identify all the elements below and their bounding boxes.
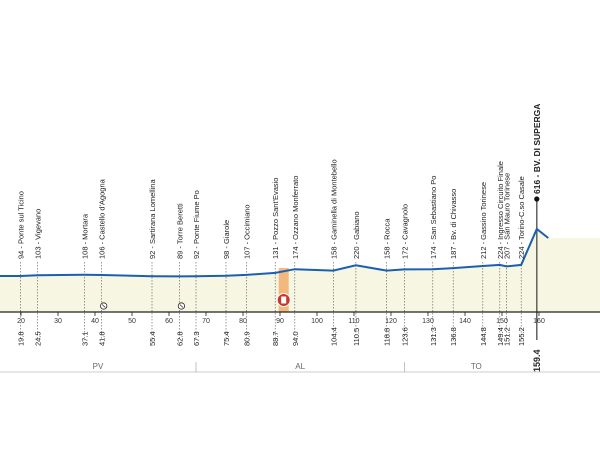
level-crossing-icon (100, 302, 108, 310)
place-label: 94 - Ponte sul Ticino (16, 191, 25, 259)
x-tick-label: 30 (54, 318, 62, 325)
place-label: 103 - Vigevano (34, 209, 43, 259)
place-label: 224 - Torino-C.so Casale (517, 176, 526, 259)
feed-zone-band (278, 268, 289, 312)
place-label: 220 - Gabiano (352, 211, 361, 259)
place-label: 106 - Castello d'Agogna (98, 178, 107, 259)
x-tick-label: 140 (459, 318, 471, 325)
level-crossing-icon (177, 302, 185, 310)
distance-label: 80.9 (242, 331, 251, 346)
place-label: 98 - Giarole (222, 220, 231, 259)
plot-area: 20 30 40 50 60 70 80 90 100 110 120 130 140 150 160 19.… (0, 104, 600, 373)
x-tick-label: 100 (311, 318, 323, 325)
place-label: 131 - Pozzo Sant'Evasio (271, 178, 280, 259)
place-label: 158 - Gaminella di Montebello (329, 159, 338, 259)
place-label: 158 - Rocca (383, 218, 392, 259)
province-label: TO (471, 362, 482, 371)
distance-label: 41.8 (98, 331, 107, 346)
place-label: 224 - Ingresso Circuito Finale (496, 161, 505, 259)
profile-fill (0, 229, 600, 312)
x-tick-label: 90 (276, 318, 284, 325)
place-label: 89 - Torre Beretti (175, 203, 184, 259)
distance-label: 110.5 (352, 328, 361, 346)
x-tick-label: 40 (91, 318, 99, 325)
distance-label: 55.4 (148, 331, 157, 346)
feed-zone-icon-glyph (281, 296, 287, 304)
feed-zone-icon (276, 293, 291, 307)
province-label: AL (295, 362, 305, 371)
level-crossing-bar (179, 304, 184, 308)
distance-label: 37.1 (80, 331, 89, 346)
distance-label: 159.4 (532, 349, 542, 372)
place-label: 107 - Occimiano (242, 204, 251, 259)
distance-label: 62.8 (175, 331, 184, 346)
distance-label: 94.0 (291, 331, 300, 346)
summit-marker (534, 196, 540, 202)
x-tick-label: 150 (496, 318, 508, 325)
place-label: 92 - Ponte Fiume Po (192, 190, 201, 259)
distance-label: 104.4 (329, 327, 338, 346)
place-label: 174 - San Sebastiano Po (429, 176, 438, 259)
x-tick-label: 130 (422, 318, 434, 325)
place-label: 172 - Cavagnolo (400, 204, 409, 259)
x-tick-label: 110 (348, 318, 359, 325)
place-label: 174 - Ozzano Monferrato (291, 176, 300, 259)
distance-label: 88.7 (271, 331, 280, 346)
distance-label: 24.5 (34, 331, 43, 346)
x-tick-label: 160 (533, 318, 545, 325)
x-tick-label: 50 (128, 318, 136, 325)
distance-label: 19.8 (16, 331, 25, 346)
distance-label: 151.2 (502, 327, 511, 346)
profile-line (0, 227, 549, 278)
place-label: 187 - Bv. di Chivasso (449, 189, 458, 259)
x-tick-label: 80 (239, 318, 247, 325)
distance-label: 131.3 (429, 327, 438, 346)
distance-label: 144.8 (479, 327, 488, 346)
distance-label: 136.8 (449, 327, 458, 346)
distance-label: 123.6 (400, 327, 409, 346)
distance-label: 155.2 (517, 327, 526, 346)
place-label: 207 - San Mauro Torinese (502, 173, 511, 259)
distance-label: 67.3 (192, 331, 201, 346)
place-label: 108 - Mortara (80, 213, 89, 259)
x-tick-label: 120 (385, 318, 397, 325)
x-tick-label: 60 (165, 318, 173, 325)
province-label: PV (93, 362, 104, 371)
distance-label: 75.4 (222, 331, 231, 346)
x-tick-label: 20 (17, 318, 25, 325)
distance-label: 118.8 (383, 328, 392, 346)
place-label: 212 - Gassino Torinese (479, 182, 488, 259)
level-crossing-bar (101, 304, 106, 308)
place-label: 92 - Sartirana Lomellina (148, 179, 157, 259)
place-label: 616 - BV. DI SUPERGA (532, 104, 542, 194)
x-tick-label: 70 (202, 318, 210, 325)
distance-label: 149.4 (496, 327, 505, 346)
